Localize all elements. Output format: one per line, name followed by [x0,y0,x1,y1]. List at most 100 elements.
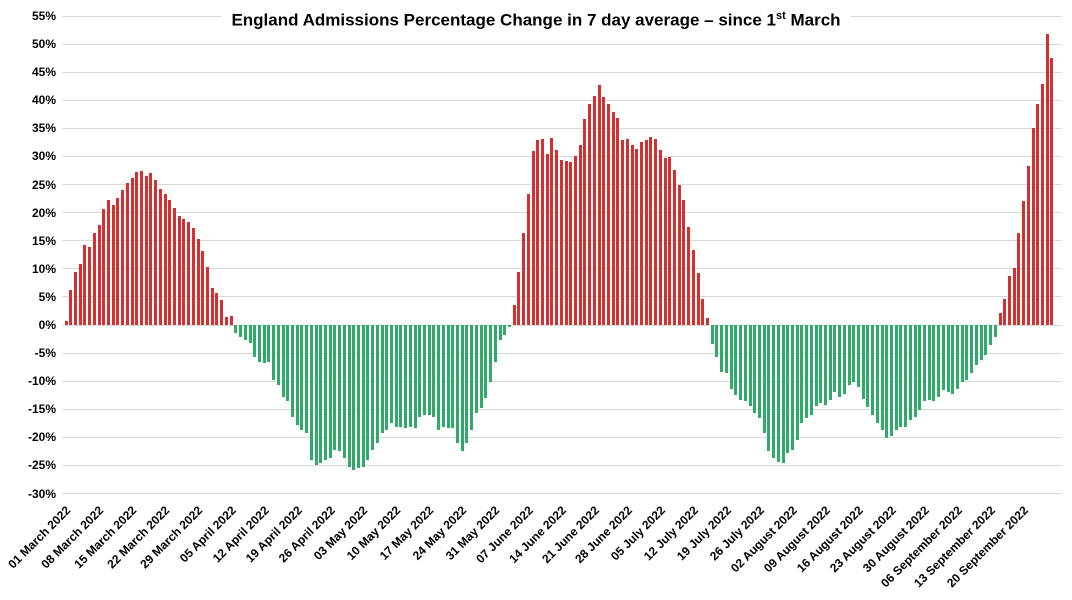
y-gridline [62,156,1062,157]
bar-positive [573,155,577,325]
bar-negative [951,325,955,394]
bar-positive [682,200,686,325]
bar-negative [819,325,823,404]
bar-positive [621,140,625,325]
bar-positive [545,153,549,325]
bar-negative [366,325,370,460]
bar-positive [215,293,219,325]
bar-positive [522,232,525,325]
bar-negative [781,325,785,464]
y-axis-tick-label: 10% [31,261,56,276]
bar-negative [743,325,747,402]
bar-positive [144,175,148,325]
y-axis-tick-label: 25% [31,177,56,192]
bar-positive [635,149,639,325]
bar-negative [918,325,922,410]
bar-positive [196,238,200,325]
bar-negative [423,325,426,415]
bar-positive [158,188,162,325]
bar-positive [687,226,691,325]
bar-negative [309,325,313,460]
bar-positive [550,138,554,325]
y-axis-tick-label: 35% [31,121,56,136]
bar-positive [512,304,516,325]
bar-positive [578,144,582,325]
bar-negative [262,325,266,364]
bar-negative [861,325,865,400]
bar-positive [210,287,214,325]
bar-positive [1003,299,1007,325]
y-gridline [62,437,1062,438]
bar-negative [319,325,323,464]
bar-negative [965,325,969,380]
bar-negative [427,325,431,415]
bar-negative [772,325,775,459]
bar-negative [984,325,988,355]
bar-positive [569,162,573,325]
bar-positive [125,182,129,325]
chart-title-text: England Admissions Percentage Change in … [221,8,851,33]
bar-positive [1045,33,1049,325]
bar-negative [979,325,983,360]
bar-negative [446,325,450,429]
bar-negative [762,325,766,434]
bar-positive [1012,268,1016,325]
bar-negative [809,325,813,415]
bar-positive [154,179,158,325]
chart-title: England Admissions Percentage Change in … [0,8,1072,33]
bar-positive [1026,166,1030,325]
bar-negative [724,325,728,374]
bar-positive [229,315,233,325]
bar-negative [866,325,870,407]
bar-positive [135,172,139,325]
bar-positive [1036,104,1040,325]
bar-negative [937,325,941,397]
bar-positive [121,189,125,325]
y-gridline [62,44,1062,45]
bar-positive [701,298,705,325]
bar-positive [654,138,658,325]
bar-positive [644,139,648,325]
bar-negative [946,325,950,392]
bar-negative [333,325,337,450]
bar-positive [602,96,606,325]
bar-negative [404,325,408,429]
bar-positive [107,200,110,325]
bar-positive [201,250,205,325]
bar-negative [479,325,483,409]
y-gridline [62,128,1062,129]
bar-negative [295,325,299,425]
bar-negative [838,325,842,397]
bar-negative [786,325,790,454]
bar-negative [380,325,384,433]
bar-positive [583,119,587,325]
bar-negative [814,325,818,407]
bar-negative [456,325,459,443]
bar-negative [451,325,455,429]
bar-negative [474,325,478,414]
bar-positive [224,316,228,325]
bar-positive [592,96,596,325]
y-axis-tick-label: -10% [27,374,56,389]
bar-positive [1007,276,1011,325]
bar-positive [673,170,676,325]
bar-positive [187,221,191,325]
bar-negative [338,325,342,452]
bar-positive [78,264,82,325]
bar-negative [272,325,275,380]
bar-negative [300,325,304,430]
bar-negative [385,325,389,430]
bar-positive [1031,128,1035,325]
bar-negative [790,325,794,450]
bar-negative [847,325,851,386]
y-axis-tick-label: -20% [27,430,56,445]
bar-positive [640,141,643,325]
y-axis-tick-label: 40% [31,93,56,108]
bar-positive [607,103,610,325]
bar-negative [729,325,733,389]
bar-negative [880,325,884,430]
bar-positive [220,300,224,325]
bar-positive [706,317,709,325]
bar-negative [489,325,492,382]
bar-negative [257,325,261,363]
